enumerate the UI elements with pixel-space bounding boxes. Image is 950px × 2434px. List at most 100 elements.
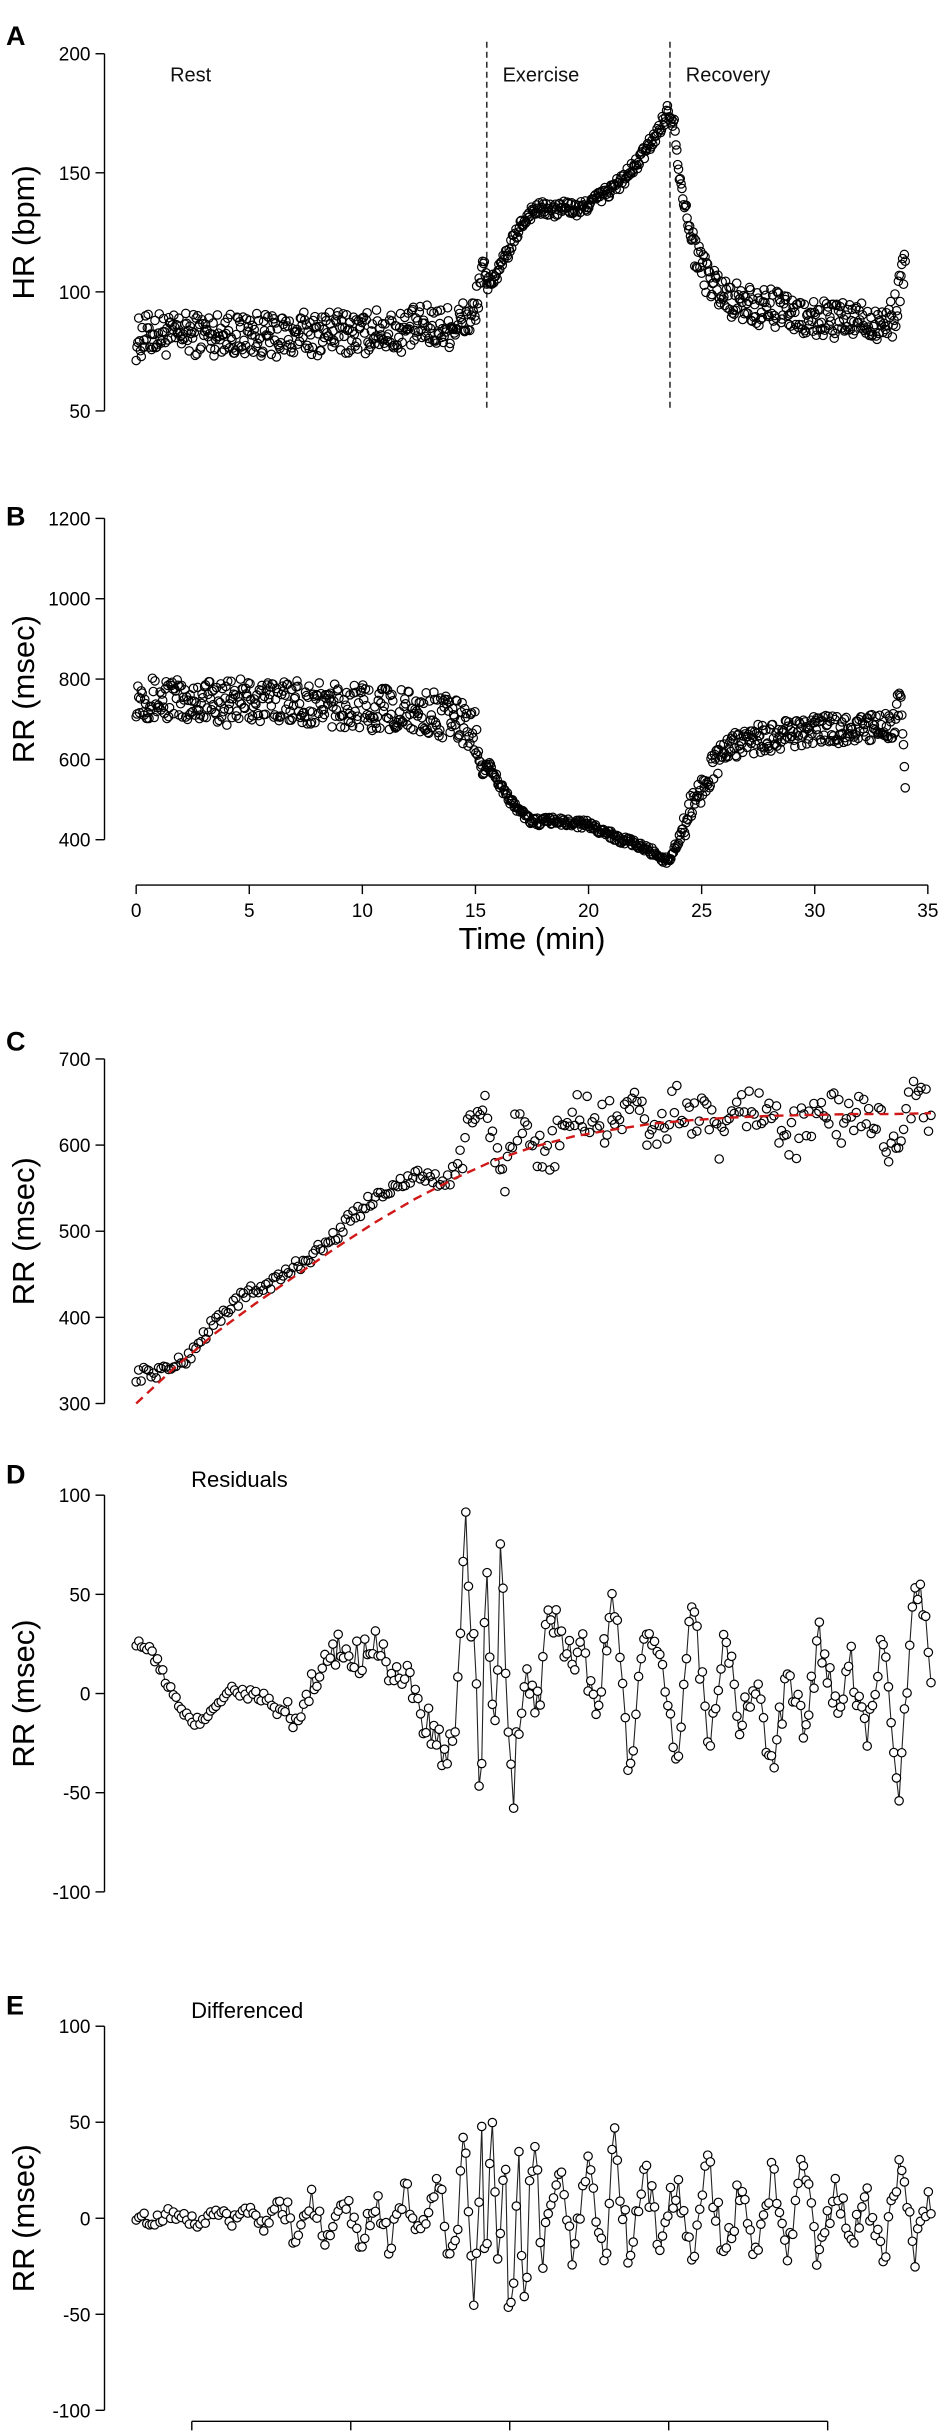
data-point [429,687,439,697]
data-point [795,1700,806,1711]
data-point [867,331,877,341]
data-point [506,2297,516,2308]
data-point [745,2225,756,2235]
data-point [455,2166,466,2176]
data-point [510,1109,520,1119]
data-point [564,2221,575,2231]
data-point [703,776,714,787]
data-point [306,717,317,727]
data-point [222,720,232,730]
data-point [898,739,909,750]
data-point [203,1327,214,1338]
data-point [657,1108,667,1119]
data-point [803,2179,814,2189]
data-point [896,710,907,720]
data-point [340,1214,351,1224]
data-point [583,2151,593,2162]
data-point [373,695,384,706]
data-point [429,2192,439,2202]
data-point [798,715,809,726]
data-point [829,333,840,343]
data-point [831,1129,842,1140]
data-point [484,1652,495,1662]
data-point [811,724,822,735]
data-point [772,1734,782,1745]
data-point [484,2158,495,2169]
data-point [827,711,838,721]
data-point [228,1295,239,1306]
data-point [294,698,305,709]
data-point [458,2132,468,2143]
data-point [673,2174,684,2185]
data-point [502,788,513,798]
data-point [352,344,363,354]
data-point [417,712,427,723]
data-point [754,320,764,331]
data-point [490,1715,500,1726]
data-point [252,338,263,349]
data-point [180,308,191,319]
data-point [500,1186,510,1197]
data-point [794,717,804,727]
data-point [495,1539,506,1549]
data-point [231,1293,241,1303]
data-point [881,1147,891,1158]
data-point [143,1365,154,1376]
data-point [588,1689,599,1700]
data-point [656,125,667,135]
data-point [426,710,437,720]
data-point [447,1161,458,1172]
data-point [881,1652,891,1662]
data-point [851,2209,862,2220]
data-point [450,2235,460,2246]
data-point [878,1639,888,1650]
data-point [843,1661,854,1672]
data-point [784,319,794,330]
x-tick-label: 10 [352,901,373,922]
data-point [445,727,455,738]
data-point [344,708,354,719]
data-point [328,696,339,706]
data-point [790,319,801,330]
data-point [157,1665,168,1675]
data-point [749,1109,759,1119]
data-point [837,298,848,308]
data-point [668,1742,678,1753]
data-point [760,290,771,301]
data-point [527,1680,538,1691]
data-point [402,1171,413,1181]
data-point [414,307,425,317]
data-point [825,1662,835,1673]
data-point [164,702,175,713]
data-point [859,1713,870,1724]
data-point [843,1098,854,1109]
panel-c: C 300 400 500 600 700 RR (msec) [6,1026,936,1416]
data-point [659,1123,670,1133]
data-point [923,1647,934,1658]
data-point [540,2217,551,2228]
data-point [363,1191,373,1202]
data-point [825,716,835,727]
data-point [669,114,680,125]
data-point [181,1359,191,1369]
data-point [700,1701,710,1712]
data-point [471,1679,482,1689]
y-tick-label: 100 [59,1486,91,1507]
data-point [474,273,485,283]
data-point [899,1704,910,1714]
data-point [825,312,835,322]
data-point [352,711,363,722]
data-point [148,686,159,697]
data-point [157,695,168,706]
data-point [801,721,811,732]
data-point [282,1696,293,1707]
data-point [582,1091,592,1102]
data-point [899,2177,910,2187]
data-point [520,1117,530,1127]
data-point [411,706,422,716]
data-point [809,1683,819,1694]
data-point [447,703,458,714]
data-point [756,1118,767,1129]
data-point [402,2179,413,2189]
data-point [316,345,326,356]
